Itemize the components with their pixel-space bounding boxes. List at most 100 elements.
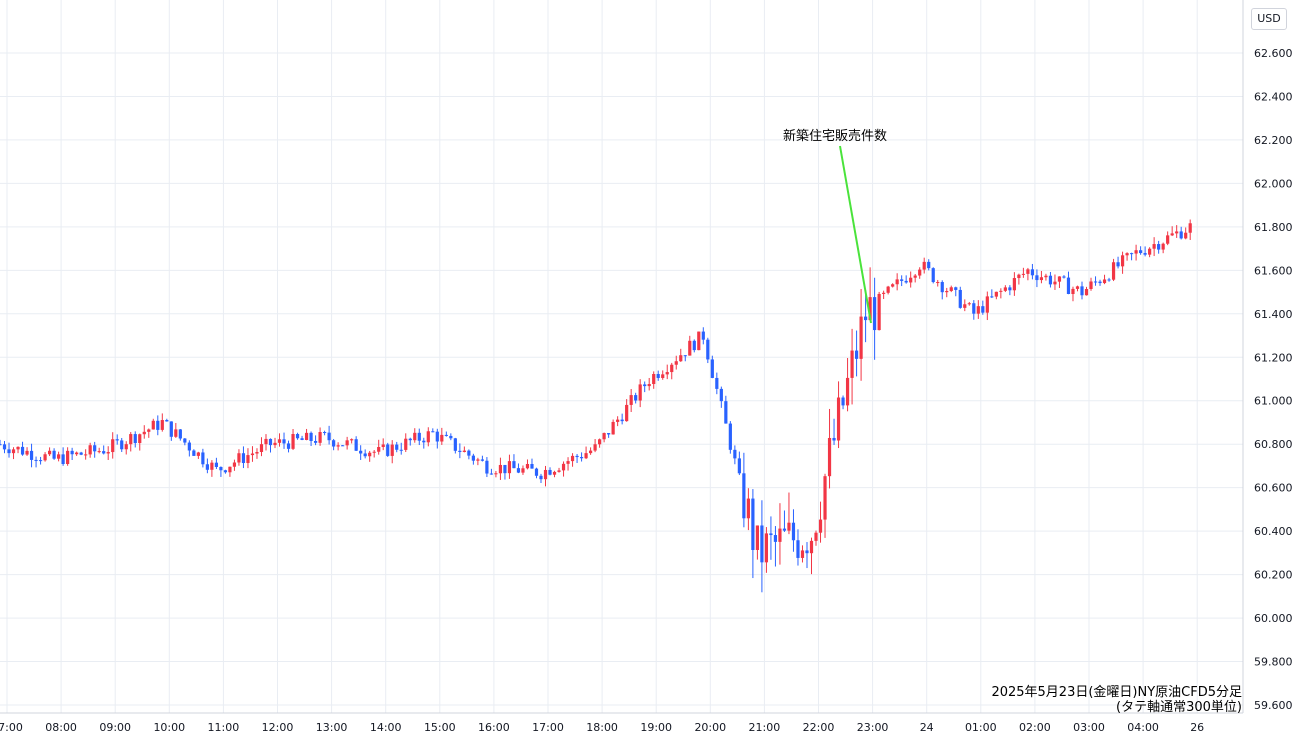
candle-body [922,261,926,270]
candle-body [679,355,683,362]
candle-body [1116,262,1120,267]
candle-body [467,450,471,456]
candle-body [169,421,173,437]
candle-body [652,374,656,385]
candle-body [909,277,913,283]
candle-body [43,454,47,461]
x-tick-label: 11:00 [208,721,240,734]
y-tick-label: 60.400 [1254,525,1293,538]
candle-body [733,449,737,459]
candle-body [133,434,137,444]
candle-body [359,450,363,454]
candle-body [1071,288,1075,295]
candle-body [845,377,850,406]
candle-body [891,284,895,287]
y-tick-label: 59.800 [1254,656,1293,669]
candle-body [706,339,710,360]
candle-body [561,463,566,471]
currency-label[interactable]: USD [1251,8,1287,30]
candle-body [129,434,133,445]
candle-body [701,331,705,340]
candle-body [737,458,741,474]
y-tick-label: 61.800 [1254,221,1293,234]
candle-body [1026,269,1030,274]
y-tick-label: 62.200 [1254,134,1293,147]
candle-body [386,444,390,456]
candle-body [683,355,687,357]
candle-body [228,466,232,473]
candle-body [566,461,570,464]
candle-body [1062,276,1066,278]
x-tick-label: 04:00 [1127,721,1159,734]
candle-body [864,316,868,321]
candle-body [106,452,110,454]
x-tick-label: 07:00 [0,721,23,734]
candle-body [7,449,11,454]
y-tick-label: 62.000 [1254,177,1293,190]
price-axis[interactable]: 62.600 62.400 62.200 62.000 61.800 61.600 61.4… [1242,0,1293,713]
candle-body [422,440,426,443]
candle-body [769,533,773,536]
candle-body [345,440,349,446]
candle-body [350,439,354,441]
candle-body [462,450,466,452]
candle-body [1188,223,1192,233]
candle-body [530,463,534,469]
candle-body [661,374,665,378]
candle-body [972,303,976,314]
candle-body [877,293,881,331]
candle-body [954,287,958,290]
x-tick-label: 22:00 [803,721,835,734]
candle-body [38,460,43,462]
candle-body [620,419,624,422]
x-tick-label: 08:00 [45,721,77,734]
candle-body [295,434,300,439]
time-axis[interactable]: 07:00 08:00 09:00 10:00 11:00 12:00 13:00 14:00… [0,712,1243,734]
candle-body [832,437,836,441]
candle-body [751,498,755,550]
candle-body [237,453,241,463]
x-tick-label: 15:00 [424,721,456,734]
candle-body [918,269,922,276]
candle-body [291,434,295,449]
candle-body [611,421,615,435]
candle-body [404,438,408,450]
candle-body [579,457,584,459]
candle-body [20,446,25,455]
candle-body [332,440,336,447]
candle-body [593,444,597,451]
candle-body [435,431,439,442]
candle-body [47,450,52,455]
y-tick-label: 62.600 [1254,47,1293,60]
candle-body [539,475,543,480]
candle-body [994,291,998,297]
candle-body [552,471,557,475]
candle-body [868,297,872,321]
candle-body [377,447,381,452]
x-tick-label: 16:00 [478,721,510,734]
x-tick-label: 21:00 [749,721,781,734]
x-tick-label: 17:00 [532,721,564,734]
candle-body [805,550,809,554]
chart-grid [0,0,1243,713]
candle-body [300,438,304,440]
candle-body [913,275,917,278]
candle-body [1134,250,1138,254]
x-tick-label: 24 [920,721,934,734]
candle-body [823,476,827,520]
candle-body [327,432,331,441]
candle-body [480,459,484,461]
candle-body [1157,244,1161,250]
candle-body [210,462,214,470]
candle-body [268,438,273,446]
candle-body [70,450,74,455]
candle-body [2,444,7,450]
candle-body [1048,275,1053,285]
candle-body [453,438,457,451]
candle-body [643,384,647,387]
candle-body [1184,232,1188,239]
candle-body [629,395,633,405]
candle-body [399,449,403,451]
candle-body [1129,253,1134,255]
